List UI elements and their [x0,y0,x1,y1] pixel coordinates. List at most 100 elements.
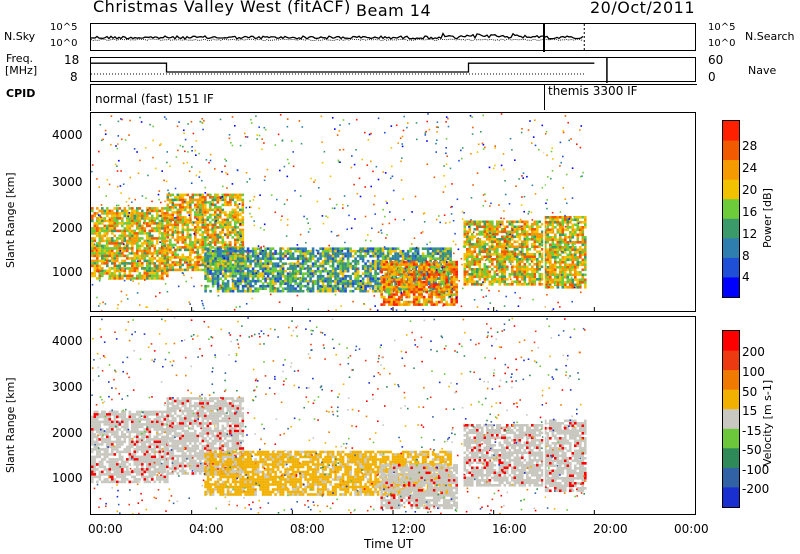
heatmap-cell [431,254,435,258]
heatmap-cell [219,196,222,199]
heatmap-cell [551,256,555,259]
heatmap-cell [434,249,437,253]
heatmap-cell [559,281,562,284]
heatmap-cell [103,227,107,230]
heatmap-cell [508,275,512,279]
heatmap-cell [123,232,127,235]
heatmap-cell [496,240,499,244]
heatmap-cell [141,229,144,233]
heatmap-cell [483,250,487,254]
heatmap-cell [118,254,122,258]
heatmap-cell [420,280,423,284]
heatmap-cell [221,259,225,263]
heatmap-cell [446,247,450,250]
heatmap-cell [402,263,406,266]
heatmap-cell [523,270,527,274]
heatmap-scatter-cell [563,246,565,249]
heatmap-cell [387,288,391,291]
heatmap-cell [249,282,252,285]
heatmap-cell [421,289,425,293]
heatmap-cell [569,246,572,249]
heatmap-cell [113,257,117,260]
heatmap-cell [216,254,220,258]
heatmap-scatter-cell [163,179,165,182]
heatmap-scatter-cell [454,232,456,235]
heatmap-scatter-cell [175,206,177,209]
heatmap-scatter-cell [170,220,172,223]
heatmap-cell [361,287,365,290]
heatmap-cell [108,274,112,278]
heatmap-cell [576,241,580,244]
heatmap-scatter-cell [102,301,104,304]
heatmap-cell [261,272,265,275]
heatmap-scatter-cell [531,184,534,187]
heatmap-cell [446,277,450,280]
heatmap-cell [554,266,557,269]
heatmap-cell [439,254,442,258]
heatmap-cell [266,269,270,273]
heatmap-scatter-cell [560,251,563,253]
heatmap-scatter-cell [201,179,203,182]
heatmap-cell [136,239,139,243]
heatmap-cell [564,263,567,267]
heatmap-cell [544,221,547,224]
heatmap-cell [314,262,317,265]
heatmap-cell [93,259,97,263]
heatmap-cell [376,284,380,288]
heatmap-cell [256,279,260,283]
heatmap-cell [153,244,157,248]
heatmap-scatter-cell [260,246,262,248]
heatmap-cell [131,259,134,263]
heatmap-cell [528,253,532,256]
heatmap-cell [549,281,552,284]
heatmap-cell [316,277,320,280]
heatmap-cell [549,253,552,257]
heatmap-cell [412,298,416,301]
heatmap-cell [349,277,352,280]
heatmap-cell [148,209,152,213]
heatmap-cell [491,278,494,281]
heatmap-cell [354,257,357,260]
heatmap-cell [326,282,330,285]
heatmap-cell [249,269,252,273]
heatmap-cell [286,279,290,283]
heatmap-cell [256,272,260,275]
heatmap-cell [189,218,192,222]
heatmap-cell [158,262,162,265]
heatmap-cell [224,289,227,293]
heatmap-cell [121,269,124,273]
heatmap-cell [279,264,282,268]
heatmap-cell [161,259,164,263]
heatmap-cell [239,231,242,234]
heatmap-scatter-cell [204,186,207,189]
heatmap-cell [269,289,272,293]
heatmap-cell [121,242,124,245]
heatmap-cell [143,232,147,235]
heatmap-cell [466,283,469,286]
heatmap-cell [174,238,177,242]
heatmap-cell [296,282,300,285]
power-panel [90,112,696,313]
heatmap-cell [158,252,162,255]
heatmap-cell [324,257,327,260]
heatmap-cell [471,258,474,261]
heatmap-cell [341,282,345,285]
heatmap-cell [201,208,205,212]
heatmap-cell [559,253,562,257]
heatmap-scatter-cell [263,229,265,231]
heatmap-cell [209,269,212,273]
heatmap-cell [508,283,512,286]
heatmap-cell [349,284,352,288]
heatmap-scatter-cell [360,286,363,288]
heatmap-cell [261,252,265,255]
heatmap-cell [430,285,433,289]
heatmap-cell [153,219,157,223]
heatmap-scatter-cell [425,130,427,133]
heatmap-cell [401,249,405,253]
heatmap-cell [394,249,397,253]
heatmap-cell [161,237,164,240]
heatmap-cell [276,274,280,278]
heatmap-cell [546,268,550,272]
heatmap-cell [536,245,539,249]
heatmap-cell [138,257,142,260]
